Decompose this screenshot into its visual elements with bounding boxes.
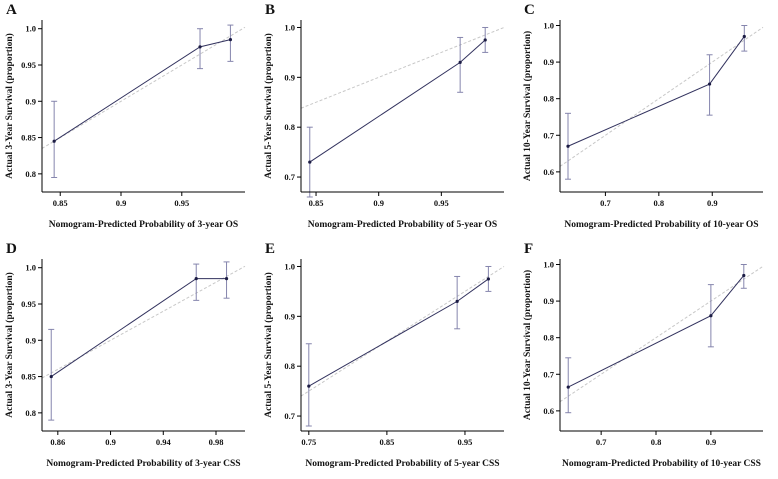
svg-text:0.85: 0.85 [53,198,68,208]
svg-text:Nomogram-Predicted Probability: Nomogram-Predicted Probability of 5-year… [308,220,497,230]
svg-text:1.0: 1.0 [25,24,36,34]
svg-text:0.9: 0.9 [706,437,717,447]
svg-text:0.75: 0.75 [301,437,316,447]
svg-text:0.95: 0.95 [434,198,449,208]
panel-label-f: F [524,241,534,257]
svg-text:0.8: 0.8 [651,437,662,447]
svg-text:0.9: 0.9 [25,96,36,106]
svg-text:0.95: 0.95 [174,198,189,208]
svg-text:0.85: 0.85 [21,133,36,143]
svg-text:Actual 10-Year Survival (propo: Actual 10-Year Survival (proportion) [522,31,533,181]
panel-e: E 0.75 0.85 0.95 0.7 0.8 0.9 1.0 Nomogram-Predi… [259,239,518,478]
svg-text:0.7: 0.7 [543,369,554,379]
svg-text:0.8: 0.8 [543,94,554,104]
svg-text:0.8: 0.8 [543,333,554,343]
svg-text:0.86: 0.86 [50,437,65,447]
svg-text:0.9: 0.9 [543,296,554,306]
svg-text:0.7: 0.7 [596,437,607,447]
svg-text:0.7: 0.7 [600,198,611,208]
svg-text:Nomogram-Predicted Probability: Nomogram-Predicted Probability of 5-year… [305,459,499,469]
svg-text:1.0: 1.0 [25,263,36,273]
panel-label-d: D [6,241,17,257]
svg-text:Actual 3-Year Survival (propor: Actual 3-Year Survival (proportion) [4,33,15,179]
svg-text:0.94: 0.94 [156,437,172,447]
svg-text:0.8: 0.8 [284,122,295,132]
panel-f: F 0.7 0.8 0.9 0.6 0.7 0.8 0.9 1.0 Nomogram-Predi… [518,239,777,478]
panel-c: C 0.7 0.8 0.9 0.6 0.7 0.8 0.9 1.0 Nomogram-Predi… [518,0,777,239]
calibration-chart-3yr-os: 0.85 0.9 0.95 0.8 0.85 0.9 0.95 1.0 Nomogram-Pre… [2,10,256,239]
svg-text:0.95: 0.95 [21,299,36,309]
svg-text:0.95: 0.95 [21,60,36,70]
panel-label-e: E [265,241,276,257]
svg-text:0.85: 0.85 [379,437,394,447]
svg-text:Nomogram-Predicted Probability: Nomogram-Predicted Probability of 10-yea… [562,459,761,469]
svg-text:0.85: 0.85 [309,198,324,208]
calibration-chart-5yr-os: 0.85 0.9 0.95 0.7 0.8 0.9 1.0 Nomogram-Predicte… [261,10,515,239]
svg-text:0.7: 0.7 [284,172,295,182]
svg-text:0.9: 0.9 [284,311,295,321]
svg-text:0.85: 0.85 [21,372,36,382]
svg-text:0.9: 0.9 [707,198,718,208]
svg-text:0.8: 0.8 [25,408,36,418]
svg-text:0.6: 0.6 [543,167,554,177]
svg-text:0.9: 0.9 [105,437,116,447]
svg-text:0.98: 0.98 [209,437,224,447]
svg-text:0.9: 0.9 [284,72,295,82]
calibration-chart-5yr-css: 0.75 0.85 0.95 0.7 0.8 0.9 1.0 Nomogram-Predict… [261,249,515,478]
svg-text:0.8: 0.8 [654,198,665,208]
svg-text:Nomogram-Predicted Probability: Nomogram-Predicted Probability of 3-year… [49,220,238,230]
svg-text:Nomogram-Predicted Probability: Nomogram-Predicted Probability of 3-year… [46,459,240,469]
panel-label-c: C [524,2,535,18]
svg-text:1.0: 1.0 [284,22,295,32]
svg-text:0.9: 0.9 [373,198,384,208]
calibration-chart-10yr-os: 0.7 0.8 0.9 0.6 0.7 0.8 0.9 1.0 Nomogram-Predict… [520,10,774,239]
svg-text:0.95: 0.95 [458,437,473,447]
svg-text:0.8: 0.8 [284,361,295,371]
svg-text:Actual 5-Year Survival (propor: Actual 5-Year Survival (proportion) [263,33,274,179]
calibration-chart-3yr-css: 0.86 0.9 0.94 0.98 0.8 0.85 0.9 0.95 1.0 Nomogram… [2,249,256,478]
svg-text:Actual 5-Year Survival (propor: Actual 5-Year Survival (proportion) [263,272,274,418]
svg-text:0.6: 0.6 [543,406,554,416]
svg-text:0.9: 0.9 [25,335,36,345]
panel-b: B 0.85 0.9 0.95 0.7 0.8 0.9 1.0 Nomogram-Predic… [259,0,518,239]
svg-text:0.7: 0.7 [284,411,295,421]
calibration-chart-10yr-css: 0.7 0.8 0.9 0.6 0.7 0.8 0.9 1.0 Nomogram-Predict… [520,249,774,478]
panel-label-b: B [265,2,276,18]
panel-a: A 0.85 0.9 0.95 0.8 0.85 0.9 0.95 1.0 Nomogram-P… [0,0,259,239]
svg-text:Actual 3-Year Survival (propor: Actual 3-Year Survival (proportion) [4,272,15,418]
svg-text:Actual 10-Year Survival (propo: Actual 10-Year Survival (proportion) [522,270,533,420]
svg-text:1.0: 1.0 [543,259,554,269]
svg-text:0.8: 0.8 [25,169,36,179]
svg-text:1.0: 1.0 [543,20,554,30]
panel-label-a: A [6,2,17,18]
panel-d: D 0.86 0.9 0.94 0.98 0.8 0.85 0.9 0.95 1.0 Nomogr… [0,239,259,478]
svg-text:Nomogram-Predicted Probability: Nomogram-Predicted Probability of 10-yea… [564,220,758,230]
svg-text:0.7: 0.7 [543,130,554,140]
svg-text:0.9: 0.9 [543,57,554,67]
svg-text:1.0: 1.0 [284,261,295,271]
svg-text:0.9: 0.9 [116,198,127,208]
